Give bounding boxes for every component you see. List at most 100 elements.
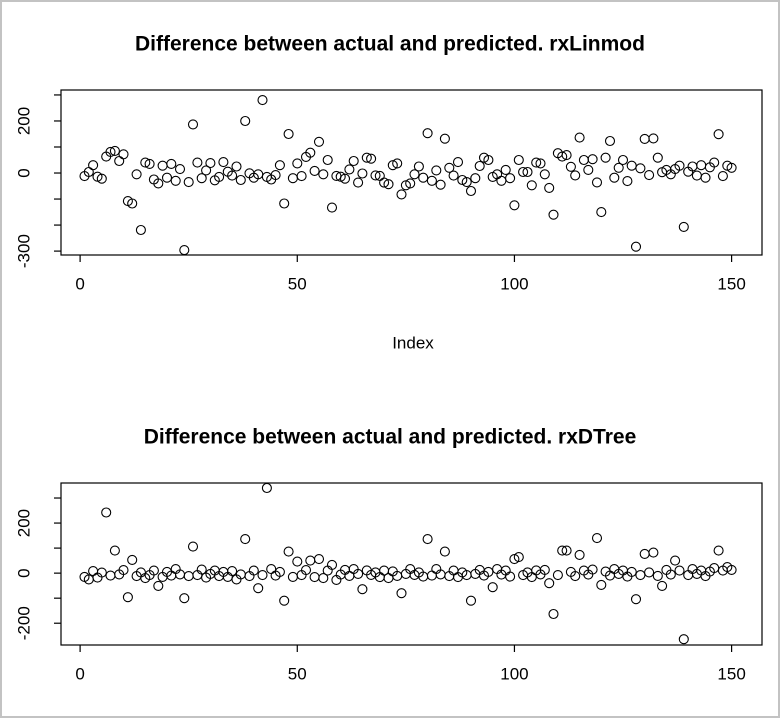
data-point <box>179 245 190 256</box>
data-point <box>657 580 668 591</box>
data-point <box>465 185 477 197</box>
data-point <box>88 160 99 171</box>
data-point <box>205 158 216 169</box>
data-point <box>183 571 194 582</box>
data-point <box>261 482 272 494</box>
data-point <box>539 169 550 180</box>
data-point <box>639 133 650 144</box>
data-point <box>474 160 485 172</box>
data-point <box>452 157 464 168</box>
data-point <box>696 160 707 171</box>
data-point <box>613 162 624 173</box>
data-point <box>296 171 307 182</box>
data-point <box>635 570 646 581</box>
data-point <box>570 571 581 582</box>
data-point <box>357 168 368 179</box>
y-tick-label: 0 <box>15 168 34 177</box>
data-point <box>153 178 164 189</box>
x-tick-label: 150 <box>717 665 745 684</box>
data-point <box>439 133 450 144</box>
data-point <box>339 173 351 184</box>
data-point <box>574 132 585 143</box>
data-point <box>231 161 242 172</box>
data-point <box>383 573 394 584</box>
data-point <box>578 154 589 166</box>
data-point <box>218 157 229 168</box>
data-point <box>522 166 533 178</box>
data-point <box>435 179 446 190</box>
data-point <box>300 565 312 576</box>
data-point <box>305 555 316 566</box>
data-point <box>600 152 611 163</box>
data-point <box>683 570 694 581</box>
x-tick-label: 0 <box>75 275 84 294</box>
data-point <box>88 566 99 577</box>
data-point <box>609 172 620 183</box>
data-point <box>227 566 238 577</box>
data-point <box>196 564 207 575</box>
data-point <box>183 177 194 188</box>
data-point <box>383 179 394 190</box>
data-point <box>596 207 607 218</box>
data-point <box>344 164 355 175</box>
data-point <box>109 545 120 556</box>
x-tick-label: 100 <box>500 665 528 684</box>
data-point <box>604 135 616 147</box>
data-point <box>409 169 420 180</box>
data-point <box>448 170 459 181</box>
data-point <box>413 161 424 172</box>
data-point <box>465 595 477 606</box>
data-point <box>344 570 355 581</box>
data-point <box>439 546 450 557</box>
data-point <box>713 129 724 140</box>
data-point <box>574 549 585 560</box>
data-point <box>357 584 368 595</box>
data-point <box>691 170 702 181</box>
x-tick-label: 50 <box>288 665 307 684</box>
data-point <box>505 173 516 184</box>
data-point <box>313 554 325 565</box>
data-point <box>174 164 186 175</box>
data-point <box>513 552 524 563</box>
data-point <box>287 571 298 582</box>
data-point <box>570 170 581 181</box>
data-point <box>292 556 303 567</box>
data-point <box>526 180 537 191</box>
data-point <box>591 533 603 544</box>
data-point <box>161 172 173 183</box>
data-point <box>665 569 676 580</box>
data-point <box>309 572 320 583</box>
data-point <box>348 155 359 167</box>
data-point <box>548 209 559 220</box>
data-point <box>187 119 199 130</box>
data-point <box>518 166 529 178</box>
data-point <box>674 565 685 576</box>
data-point <box>648 547 659 558</box>
data-point <box>144 158 155 169</box>
data-point <box>405 178 416 189</box>
data-point <box>483 154 494 166</box>
data-point <box>539 564 550 575</box>
data-point <box>379 177 390 188</box>
data-point <box>240 534 251 545</box>
data-point <box>105 570 116 581</box>
data-point <box>639 548 650 559</box>
data-point <box>670 555 681 566</box>
data-point <box>678 221 689 232</box>
data-point <box>274 160 285 171</box>
data-point <box>118 565 129 576</box>
data-point <box>270 170 281 181</box>
data-point <box>170 175 181 186</box>
data-point <box>426 175 437 186</box>
data-point <box>248 565 259 576</box>
data-point <box>509 554 520 565</box>
data-point <box>131 169 142 180</box>
data-point <box>166 158 177 169</box>
x-tick-label: 100 <box>500 275 528 294</box>
data-point <box>127 198 138 209</box>
y-tick-label: -200 <box>15 606 34 640</box>
data-point <box>622 176 633 187</box>
data-point <box>305 147 316 158</box>
data-point <box>630 594 642 605</box>
